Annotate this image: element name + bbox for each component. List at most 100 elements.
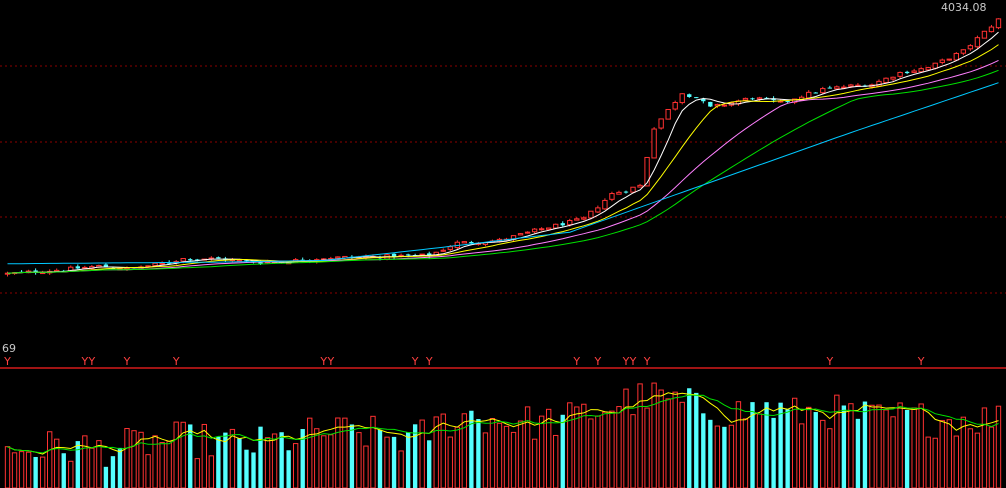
volume-bar[interactable] [841,405,847,488]
volume-bar[interactable] [503,425,510,488]
volume-bar[interactable] [398,450,404,488]
volume-bar[interactable] [377,429,383,488]
volume-bar[interactable] [665,398,671,488]
volume-bar[interactable] [939,420,945,488]
volume-bar[interactable] [658,389,664,488]
volume-bar[interactable] [271,433,278,488]
candle[interactable] [820,86,826,95]
volume-bar[interactable] [328,434,334,488]
volume-bar[interactable] [342,417,348,488]
volume-bar[interactable] [524,406,531,488]
volume-bar[interactable] [588,418,594,488]
volume-bar[interactable] [687,388,692,488]
volume-bar[interactable] [145,454,151,488]
candle[interactable] [524,231,531,234]
volume-bar[interactable] [932,437,938,488]
volume-bar[interactable] [708,419,713,488]
volume-bar[interactable] [848,403,854,488]
volume-bar[interactable] [11,452,18,488]
volume-bar[interactable] [897,402,903,488]
volume-bar[interactable] [427,440,432,488]
volume-bar[interactable] [89,447,95,488]
volume-bar[interactable] [286,450,291,488]
candle[interactable] [461,241,468,244]
volume-bar[interactable] [131,430,137,488]
candle[interactable] [546,227,552,230]
volume-bar[interactable] [321,435,327,488]
price-panel[interactable] [4,18,1002,277]
candle[interactable] [637,183,643,188]
volume-bar[interactable] [960,416,967,488]
volume-bar[interactable] [637,383,643,488]
candle[interactable] [4,271,11,277]
candle[interactable] [974,35,981,50]
volume-bar[interactable] [33,456,38,488]
volume-bar[interactable] [623,388,629,488]
volume-bar[interactable] [791,397,798,488]
volume-bar[interactable] [651,382,657,488]
volume-bar[interactable] [827,428,833,488]
volume-bar[interactable] [981,407,988,488]
volume-bar[interactable] [742,418,749,488]
candle[interactable] [750,97,755,101]
volume-bar[interactable] [461,413,468,488]
candle[interactable] [672,100,678,111]
volume-bar[interactable] [412,424,418,488]
candle[interactable] [553,223,559,229]
candle[interactable] [581,216,587,221]
volume-bar[interactable] [110,456,116,488]
volume-bar[interactable] [440,413,446,488]
volume-bar[interactable] [771,417,776,488]
volume-bar[interactable] [349,424,355,488]
volume-bar[interactable] [799,423,805,488]
volume-bar[interactable] [54,438,60,488]
volume-bar[interactable] [855,418,861,488]
volume-bar[interactable] [4,446,11,488]
candle[interactable] [159,261,165,266]
volume-bar[interactable] [237,438,242,488]
candle[interactable] [883,77,889,84]
volume-bar[interactable] [574,406,580,488]
volume-bar[interactable] [581,403,587,488]
candle[interactable] [588,210,594,220]
candle[interactable] [616,190,622,195]
volume-bar[interactable] [728,424,735,488]
volume-bar[interactable] [672,391,678,488]
volume-bar[interactable] [694,392,699,488]
candle[interactable] [595,205,601,213]
candle[interactable] [623,190,629,194]
volume-bar[interactable] [335,417,341,488]
candle[interactable] [904,70,910,75]
volume-bar[interactable] [363,445,369,488]
volume-bar[interactable] [560,414,565,488]
candle[interactable] [75,264,80,270]
volume-bar[interactable] [229,428,236,488]
volume-bar[interactable] [447,436,453,488]
volume-bar[interactable] [356,432,362,488]
candle[interactable] [918,67,924,73]
volume-bar[interactable] [314,428,320,488]
candle[interactable] [721,104,728,107]
candle[interactable] [335,256,341,259]
volume-bar[interactable] [995,405,1002,488]
candle[interactable] [813,92,818,94]
volume-bar[interactable] [384,436,390,488]
volume-bar[interactable] [834,394,840,488]
volume-bar[interactable] [925,436,931,488]
candle[interactable] [911,68,917,74]
volume-bar[interactable] [258,426,263,488]
volume-panel[interactable] [4,382,1002,488]
volume-bar[interactable] [701,413,706,488]
volume-bar[interactable] [489,418,496,488]
volume-bar[interactable] [679,401,685,488]
candle[interactable] [216,256,221,259]
candle[interactable] [967,44,974,51]
volume-bar[interactable] [602,411,608,488]
candle[interactable] [988,24,995,33]
candle[interactable] [694,96,699,99]
volume-bar[interactable] [117,447,123,488]
candle[interactable] [890,76,896,82]
volume-bar[interactable] [188,424,193,488]
volume-bar[interactable] [244,449,249,488]
candle[interactable] [687,93,692,98]
